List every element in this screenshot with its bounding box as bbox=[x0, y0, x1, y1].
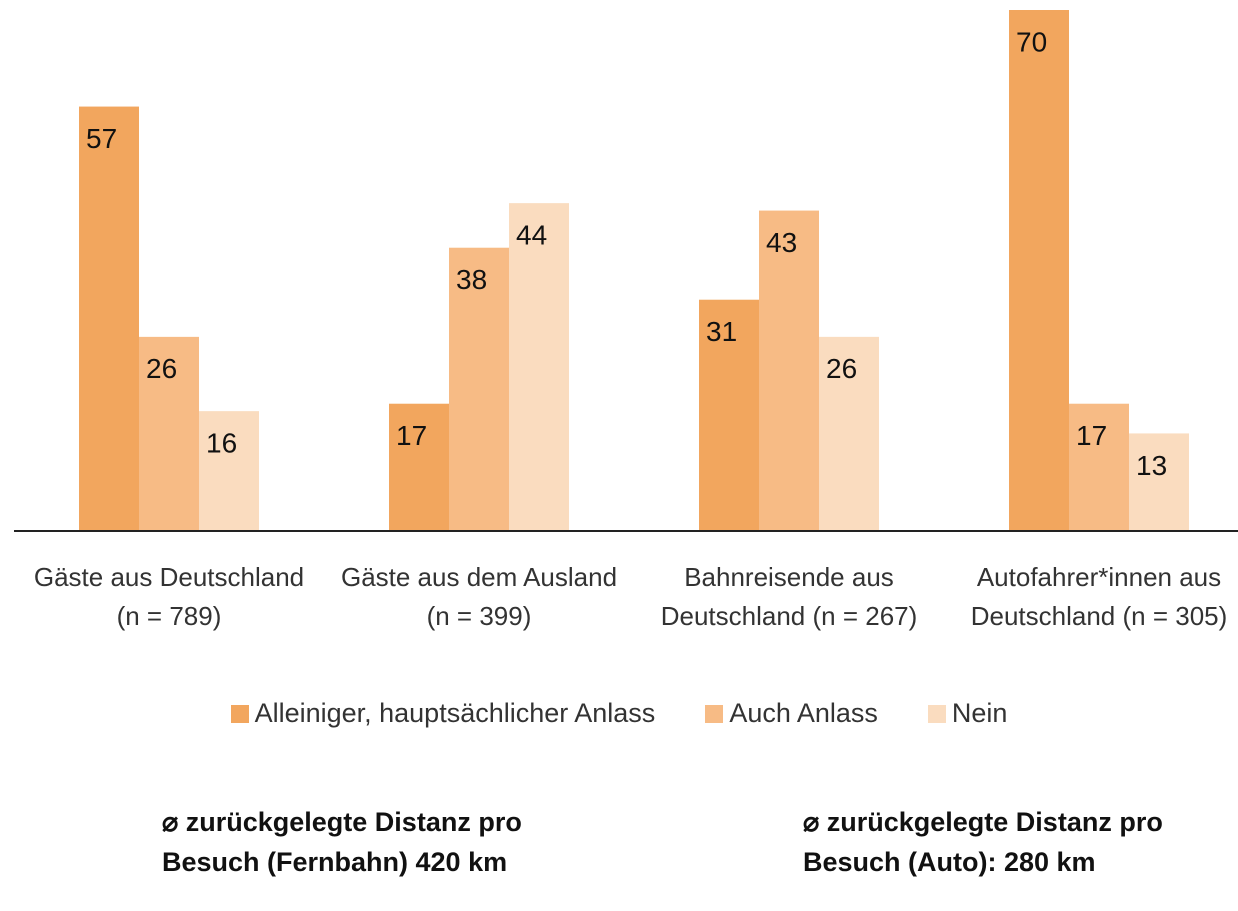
bar bbox=[449, 247, 509, 530]
legend-item: Alleiniger, hauptsächlicher Anlass bbox=[230, 698, 656, 729]
legend-label: Nein bbox=[951, 698, 1008, 728]
legend-label: Auch Anlass bbox=[729, 698, 878, 728]
value-label: 26 bbox=[146, 353, 177, 384]
value-label: 31 bbox=[706, 316, 737, 347]
bar bbox=[699, 299, 759, 530]
value-label: 26 bbox=[826, 353, 857, 384]
value-label: 57 bbox=[86, 123, 117, 154]
x-tick-label: Autofahrer*innen aus Deutschland (n = 30… bbox=[970, 562, 1228, 631]
value-label: 17 bbox=[396, 420, 427, 451]
bar bbox=[509, 203, 569, 530]
bar bbox=[819, 336, 879, 530]
bar bbox=[389, 403, 449, 530]
bar bbox=[1009, 10, 1069, 530]
legend-item: Nein bbox=[927, 698, 1008, 729]
value-label: 16 bbox=[206, 428, 237, 459]
bar bbox=[139, 336, 199, 530]
legend: Alleiniger, hauptsächlicher Anlass Auch A… bbox=[0, 698, 1238, 729]
value-label: 17 bbox=[1076, 420, 1107, 451]
value-label: 38 bbox=[456, 264, 487, 295]
bar bbox=[79, 106, 139, 531]
legend-swatch bbox=[927, 704, 946, 723]
x-tick-label: Gäste aus Deutschland (n = 789) bbox=[33, 562, 305, 631]
legend-swatch bbox=[230, 704, 249, 723]
legend-label: Alleiniger, hauptsächlicher Anlass bbox=[254, 698, 656, 728]
x-tick-label: Gäste aus dem Ausland (n = 399) bbox=[340, 562, 618, 631]
annotation: ⌀ zurückgelegte Distanz pro Besuch (Auto… bbox=[803, 807, 1163, 877]
bar bbox=[1069, 403, 1129, 530]
bar bbox=[759, 210, 819, 531]
legend-item: Auch Anlass bbox=[705, 698, 878, 729]
bar bbox=[199, 411, 259, 530]
plot: 57 26 16 17 38 44 31 43 26 70 17 13 bbox=[14, 10, 1238, 532]
legend-swatch bbox=[705, 704, 724, 723]
x-tick-label: Bahnreisende aus Deutschland (n = 267) bbox=[660, 562, 918, 631]
value-label: 13 bbox=[1136, 450, 1167, 481]
value-label: 44 bbox=[516, 220, 547, 251]
value-label: 43 bbox=[766, 227, 797, 258]
value-label: 70 bbox=[1016, 26, 1047, 57]
bar bbox=[1129, 433, 1189, 530]
annotation: ⌀ zurückgelegte Distanz pro Besuch (Fern… bbox=[162, 807, 522, 877]
